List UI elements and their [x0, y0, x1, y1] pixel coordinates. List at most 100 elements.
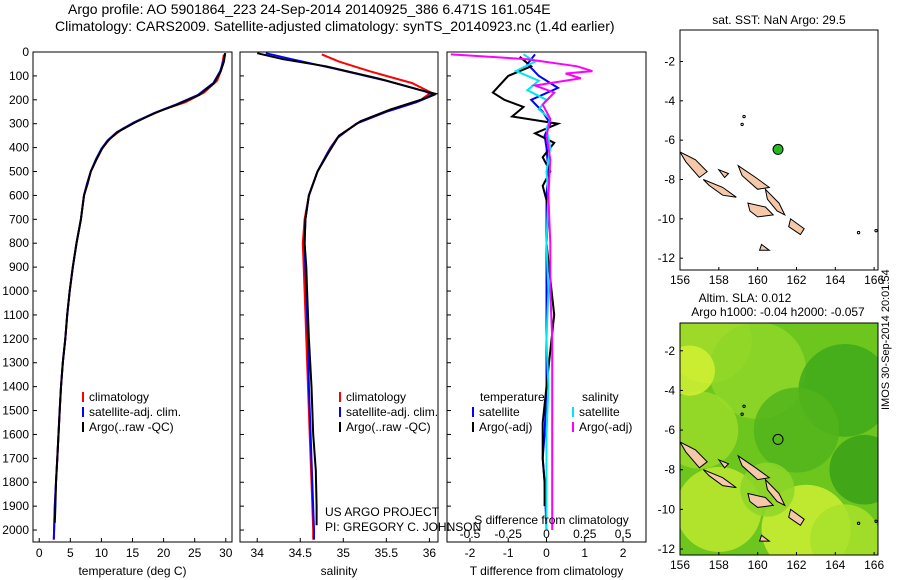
y-tick-label: 200: [9, 93, 29, 107]
top-tick-label: 0.25: [573, 527, 597, 541]
x-tick-label: 30: [219, 546, 233, 560]
small-islet: [874, 519, 878, 523]
y-tick-label: 1100: [3, 308, 29, 322]
map-x-tick-label: 166: [864, 273, 884, 287]
island-shape: [758, 243, 771, 251]
series-group: [256, 52, 438, 540]
y-tick-label: 500: [9, 165, 29, 179]
series-line-3: [450, 53, 593, 530]
sst-map: 156 158 160 162 164 166 -2 -4 -6 -8 -10 -12 sat. SST…: [658, 13, 885, 287]
legend-label: Argo(..raw -QC): [346, 420, 431, 434]
island-shape: [680, 441, 708, 469]
map-y-tick-label: -8: [664, 173, 675, 187]
y-tick-label: 1900: [2, 499, 29, 513]
map-y-tick-label: -2: [664, 344, 675, 358]
x-tick-label: 1: [581, 546, 588, 560]
temperature-chart: 0100200300400500600700800900100011001200…: [2, 45, 233, 578]
island-shape: [737, 454, 771, 481]
x-tick-label: 10: [95, 546, 109, 560]
y-tick-label: 700: [9, 212, 29, 226]
legend-title: salinity: [582, 390, 619, 404]
x-axis-label: temperature (deg C): [78, 564, 186, 578]
map-x-tick-label: 158: [709, 558, 729, 572]
y-tick-label: 1600: [2, 427, 29, 441]
map-y-tick-label: -4: [664, 383, 675, 397]
legend-title: temperature: [480, 390, 545, 404]
argo-location-marker: [772, 143, 784, 155]
y-tick-label: 100: [9, 69, 29, 83]
legend-label: Argo(-adj): [579, 420, 632, 434]
small-islet: [856, 521, 861, 525]
small-islet: [856, 230, 861, 235]
legend-label: satellite-adj. clim.: [346, 405, 438, 419]
legend-label: Argo(-adj): [479, 420, 532, 434]
y-tick-label: 1400: [2, 380, 29, 394]
argo-location-marker: [772, 433, 784, 445]
x-tick-label: 2: [620, 546, 627, 560]
small-islet: [742, 114, 746, 119]
series-line-0: [526, 53, 561, 531]
small-islet: [742, 404, 746, 408]
map-x-tick-label: 156: [670, 273, 690, 287]
legend-label: satellite-adj. clim.: [89, 405, 181, 419]
island-shape: [737, 164, 771, 190]
map-content: [680, 323, 878, 555]
sla-anomaly-blob: [680, 345, 715, 396]
y-tick-label: 0: [22, 45, 29, 59]
island-shape: [758, 534, 771, 542]
series-line-2: [513, 53, 552, 530]
series-line-2: [53, 53, 227, 523]
small-islet: [740, 412, 744, 416]
top-tick-label: -0.25: [495, 527, 523, 541]
top-tick-label: 0.5: [615, 527, 632, 541]
map-x-tick-label: 160: [748, 273, 768, 287]
x-tick-label: -1: [503, 546, 514, 560]
credit-line2: PI: GREGORY C. JOHNSON: [325, 520, 482, 534]
plot-frame: [239, 51, 439, 543]
x-tick-label: 20: [157, 546, 171, 560]
top-tick-label: 0: [543, 527, 550, 541]
header-line2: Climatology: CARS2009. Satellite-adjuste…: [55, 18, 615, 34]
y-tick-label: 1800: [2, 475, 29, 489]
map-x-tick-label: 156: [670, 558, 690, 572]
island-shape: [717, 458, 730, 469]
salinity-chart: 34 34.5 35 35.5 36 salinity climatologysatelli…: [239, 51, 439, 578]
timestamp-watermark: IMOS 30-Sep-2014 20:01:54: [880, 269, 892, 410]
sla-anomaly-blob: [810, 504, 878, 555]
legend-label: Argo(..raw -QC): [89, 420, 174, 434]
map-title: Altim. SLA: 0.012: [699, 291, 792, 305]
map-y-tick-label: -12: [658, 542, 676, 556]
x-tick-label: 34.5: [289, 546, 313, 560]
map-y-tick-label: -2: [664, 54, 675, 68]
map-x-tick-label: 164: [825, 558, 845, 572]
map-x-tick-label: 160: [748, 558, 768, 572]
y-tick-label: 1500: [2, 404, 29, 418]
island-shape: [764, 478, 786, 507]
x-axis-label: T difference from climatology: [470, 564, 624, 578]
map-y-tick-label: -12: [658, 251, 676, 265]
small-islet: [740, 122, 744, 127]
y-tick-label: 1300: [2, 356, 29, 370]
island-shape: [747, 492, 775, 508]
credit-line1: US ARGO PROJECT: [325, 505, 440, 519]
map-y-tick-label: -6: [664, 423, 675, 437]
y-tick-label: 1200: [2, 332, 29, 346]
y-tick-label: 1700: [2, 451, 29, 465]
legend-label: climatology: [346, 390, 406, 404]
y-tick-label: 300: [9, 117, 29, 131]
y-tick-label: 900: [9, 260, 29, 274]
small-islet: [874, 228, 878, 233]
island-shape: [764, 187, 786, 217]
map-x-tick-label: 162: [786, 558, 806, 572]
x-tick-label: 35: [337, 546, 351, 560]
x-tick-label: 0: [36, 546, 43, 560]
header-line1: Argo profile: AO 5901864_223 24-Sep-2014…: [68, 1, 551, 17]
map-y-tick-label: -6: [664, 133, 675, 147]
top-axis-label: S difference from climatology: [474, 513, 629, 527]
sla-anomaly-blob: [753, 387, 840, 473]
map-y-tick-label: -4: [664, 94, 675, 108]
legend-label: satellite: [579, 405, 620, 419]
map-title: sat. SST: NaN Argo: 29.5: [712, 13, 846, 27]
map-frame: [679, 322, 879, 556]
x-tick-label: 0: [543, 546, 550, 560]
